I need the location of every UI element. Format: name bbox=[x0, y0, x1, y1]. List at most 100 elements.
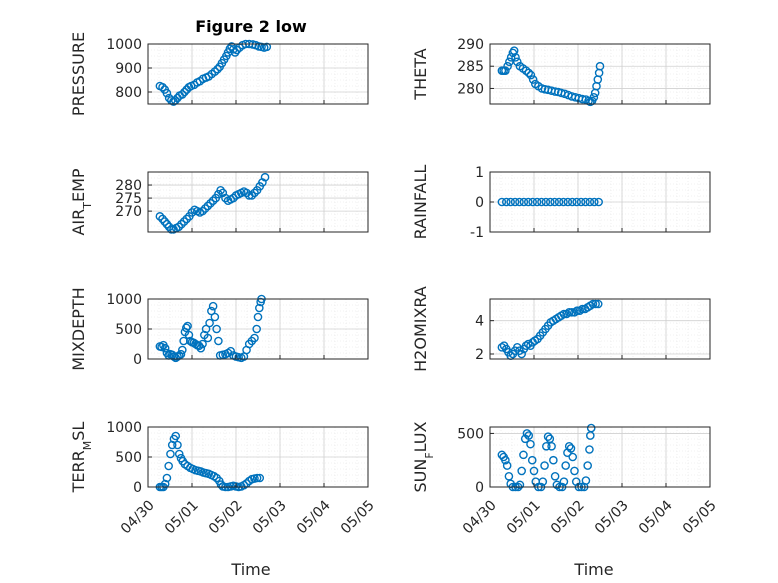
data-point bbox=[501, 66, 510, 75]
axes-box bbox=[147, 426, 369, 488]
data-point bbox=[526, 439, 535, 449]
axes-box bbox=[147, 171, 369, 233]
axes-box bbox=[489, 426, 711, 488]
data-point bbox=[552, 480, 562, 490]
data-point bbox=[511, 53, 520, 62]
y-tick-label: 1000 bbox=[106, 420, 142, 436]
data-point bbox=[594, 197, 603, 207]
data-point bbox=[588, 299, 598, 309]
y-tick-label: 500 bbox=[457, 426, 484, 442]
x-tick-label: 05/01 bbox=[504, 497, 544, 537]
data-point bbox=[585, 445, 594, 454]
data-point bbox=[585, 197, 595, 207]
y-tick-label: 0 bbox=[475, 195, 484, 211]
x-tick-label: 04/30 bbox=[118, 497, 158, 537]
data-point bbox=[182, 214, 192, 224]
data-point bbox=[566, 444, 576, 453]
subplot-h2omixra: 2 4 H2OMIXRA bbox=[411, 286, 711, 372]
data-point bbox=[550, 471, 560, 481]
data-point bbox=[252, 473, 262, 483]
data-point bbox=[563, 197, 573, 207]
data-point bbox=[162, 88, 172, 98]
data-point bbox=[162, 219, 172, 229]
data-point bbox=[523, 339, 533, 349]
data-point bbox=[167, 440, 177, 450]
y-tick-label: 275 bbox=[115, 191, 142, 207]
y-tick-label: 270 bbox=[115, 204, 142, 220]
data-point bbox=[210, 312, 220, 322]
data-point bbox=[532, 197, 542, 207]
x-axis-label-left: Time bbox=[230, 560, 270, 579]
data-point bbox=[567, 197, 577, 207]
data-point bbox=[177, 219, 186, 229]
data-point bbox=[503, 61, 512, 71]
y-tick-label: 290 bbox=[457, 37, 484, 53]
data-point bbox=[576, 197, 586, 207]
data-point bbox=[174, 222, 184, 232]
data-point bbox=[559, 197, 568, 207]
data-point bbox=[512, 57, 522, 67]
data-point bbox=[589, 197, 599, 207]
data-point bbox=[212, 324, 221, 334]
y-tick-label: -1 bbox=[470, 225, 484, 241]
data-point bbox=[526, 70, 536, 80]
x-tick-label: 05/05 bbox=[680, 497, 720, 537]
axes-box bbox=[147, 298, 369, 360]
y-axis-label: H2OMIXRA bbox=[411, 286, 430, 372]
figure-title: Figure 2 low bbox=[195, 17, 307, 36]
y-axis-label: RAINFALL bbox=[411, 165, 430, 240]
data-point bbox=[158, 214, 167, 224]
y-tick-label: 0 bbox=[475, 480, 484, 496]
x-tick-label: 05/03 bbox=[250, 497, 290, 537]
y-axis-label: SUNFLUX bbox=[411, 421, 436, 492]
data-point bbox=[158, 82, 167, 92]
data-point bbox=[176, 349, 186, 359]
data-point bbox=[250, 333, 259, 343]
data-point bbox=[549, 455, 558, 465]
data-point bbox=[205, 318, 214, 328]
data-point bbox=[166, 449, 175, 459]
x-axis-label-right: Time bbox=[573, 560, 613, 579]
y-axis-label: MIXDEPTH bbox=[69, 287, 88, 370]
x-tick-label: 05/05 bbox=[338, 497, 378, 537]
subplot-rainfall: -1 0 1 RAINFALL bbox=[411, 165, 711, 241]
data-point bbox=[187, 208, 197, 217]
data-point bbox=[550, 87, 560, 96]
y-tick-label: 0 bbox=[133, 480, 142, 496]
subplot-pressure: 800 900 1000 PRESSURE bbox=[69, 32, 369, 116]
data-point bbox=[160, 479, 170, 489]
data-point bbox=[572, 197, 581, 207]
axes-box bbox=[489, 43, 711, 105]
data-point bbox=[247, 191, 257, 200]
data-point bbox=[529, 466, 539, 476]
data-point bbox=[578, 304, 587, 314]
axes-box bbox=[147, 43, 369, 105]
data-point bbox=[216, 185, 225, 195]
data-point bbox=[252, 324, 261, 334]
y-axis-label: THETA bbox=[411, 48, 430, 100]
data-point bbox=[540, 461, 549, 470]
data-point bbox=[255, 473, 265, 483]
data-point bbox=[180, 87, 189, 97]
data-point bbox=[262, 42, 272, 52]
data-point bbox=[517, 349, 526, 359]
data-point bbox=[179, 217, 189, 226]
data-point bbox=[181, 323, 191, 333]
data-point bbox=[581, 197, 590, 207]
data-point bbox=[506, 53, 516, 62]
data-point bbox=[547, 441, 556, 451]
data-point bbox=[521, 341, 531, 350]
data-point bbox=[203, 333, 213, 343]
data-point bbox=[160, 343, 170, 353]
data-point bbox=[517, 466, 526, 476]
x-tick-label: 04/30 bbox=[460, 497, 500, 537]
y-tick-label: 800 bbox=[115, 85, 142, 101]
data-point bbox=[591, 299, 600, 309]
data-point bbox=[519, 450, 528, 460]
data-point bbox=[524, 68, 534, 78]
data-point bbox=[206, 199, 215, 208]
data-point bbox=[515, 197, 524, 207]
y-tick-label: 4 bbox=[475, 314, 484, 330]
